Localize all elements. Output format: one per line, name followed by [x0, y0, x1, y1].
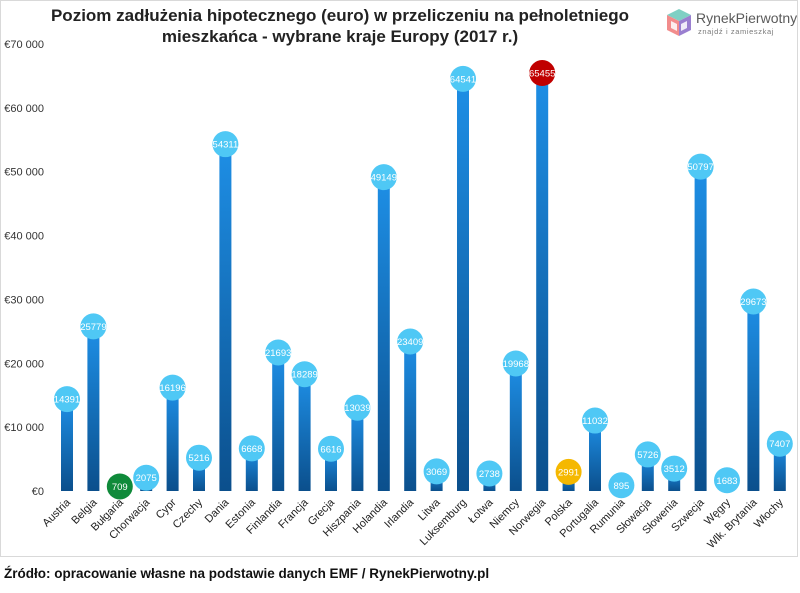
y-axis: €0 €10 000 €20 000 €30 000 €40 000 €50 000 €60…	[4, 39, 44, 498]
chart-frame	[0, 0, 798, 557]
value-marker	[212, 131, 239, 158]
bar	[377, 177, 390, 491]
value-marker	[133, 464, 160, 491]
value-marker	[344, 394, 371, 421]
bar	[272, 352, 285, 491]
data-label: 50797	[687, 162, 713, 173]
value-marker	[106, 473, 133, 500]
data-label: 2738	[479, 469, 500, 480]
data-label: 25779	[80, 322, 106, 333]
logo-tagline: znajdź i zamieszkaj	[698, 27, 775, 36]
x-tick-label: Czechy	[171, 496, 206, 531]
data-label: 895	[613, 481, 629, 492]
data-label: 709	[112, 482, 128, 493]
y-tick-label: €0	[32, 486, 44, 498]
data-label: 14391	[54, 395, 80, 406]
data-label: 29673	[740, 297, 766, 308]
bar	[536, 73, 549, 491]
bar	[589, 420, 601, 491]
data-label: 49149	[371, 173, 397, 184]
data-label: 7407	[769, 439, 790, 450]
data-label: 11032	[582, 416, 608, 427]
value-marker	[714, 467, 740, 494]
bar	[404, 341, 417, 491]
x-tick-label: Francja	[276, 496, 311, 531]
bar	[87, 326, 100, 491]
y-tick-label: €40 000	[4, 231, 44, 243]
value-marker	[529, 60, 556, 87]
y-tick-label: €50 000	[4, 167, 44, 179]
data-label: 65455	[529, 69, 555, 80]
data-label: 6668	[241, 444, 262, 455]
value-marker	[634, 441, 661, 468]
y-tick-label: €30 000	[4, 294, 44, 306]
chart-title-line2: mieszkańca - wybrane kraje Europy (2017 …	[161, 27, 519, 46]
value-marker	[80, 313, 107, 340]
value-marker	[318, 435, 344, 462]
data-label: 5216	[188, 453, 209, 464]
data-label: 13039	[344, 403, 370, 414]
value-marker	[555, 458, 582, 485]
bar	[694, 166, 707, 491]
bar	[61, 399, 73, 491]
value-marker	[740, 288, 767, 315]
bar	[166, 387, 179, 491]
value-marker	[291, 361, 318, 388]
bar	[457, 78, 469, 491]
data-label: 64541	[450, 74, 476, 85]
bars: 14391 25779 709 2075 16196 5216 54311 6668 21693…	[54, 60, 793, 500]
chart-title: Poziom zadłużenia hipotecznego (euro) w …	[50, 6, 630, 25]
value-marker	[54, 386, 80, 413]
data-label: 16196	[159, 383, 185, 394]
x-tick-label: Irlandia	[382, 496, 417, 531]
value-marker	[766, 430, 793, 457]
data-label: 21693	[265, 348, 291, 359]
value-marker	[238, 435, 265, 462]
bar	[351, 407, 364, 491]
logo-name: RynekPierwotny	[696, 10, 798, 26]
data-label: 54311	[213, 140, 239, 151]
value-marker	[502, 350, 529, 377]
x-tick-label: Austria	[40, 496, 73, 529]
bar-chart: €0 €10 000 €20 000 €30 000 €40 000 €50 000 €60…	[4, 39, 793, 551]
value-marker	[159, 374, 186, 401]
value-marker	[476, 460, 503, 487]
value-marker	[423, 458, 450, 485]
bar	[245, 448, 258, 491]
data-label: 6616	[320, 444, 341, 455]
bar	[298, 374, 311, 491]
value-marker	[661, 455, 688, 482]
value-marker	[397, 328, 424, 355]
y-tick-label: €70 000	[4, 39, 44, 51]
data-label: 19968	[503, 359, 529, 370]
value-marker	[608, 472, 635, 499]
logo: RynekPierwotny znajdź i zamieszkaj	[666, 6, 798, 40]
x-tick-label: Włochy	[752, 496, 786, 530]
value-marker	[265, 339, 292, 366]
data-label: 23409	[397, 337, 423, 348]
value-marker	[582, 407, 608, 434]
data-label: 2075	[136, 473, 157, 484]
y-tick-label: €60 000	[4, 103, 44, 115]
logo-cube-icon	[667, 9, 691, 36]
data-label: 18289	[291, 370, 317, 381]
value-marker	[370, 164, 397, 191]
y-tick-label: €10 000	[4, 422, 44, 434]
value-marker	[687, 153, 714, 180]
bar	[509, 363, 522, 491]
value-marker	[186, 444, 212, 471]
bar	[219, 144, 232, 491]
data-label: 3069	[426, 467, 447, 478]
source-note: Źródło: opracowanie własne na podstawie …	[4, 566, 490, 581]
data-label: 1683	[716, 476, 737, 487]
value-marker	[450, 65, 476, 92]
data-label: 3512	[664, 464, 685, 475]
y-tick-label: €20 000	[4, 358, 44, 370]
data-label: 5726	[637, 450, 658, 461]
bar	[747, 301, 760, 491]
data-label: 2991	[558, 467, 579, 478]
